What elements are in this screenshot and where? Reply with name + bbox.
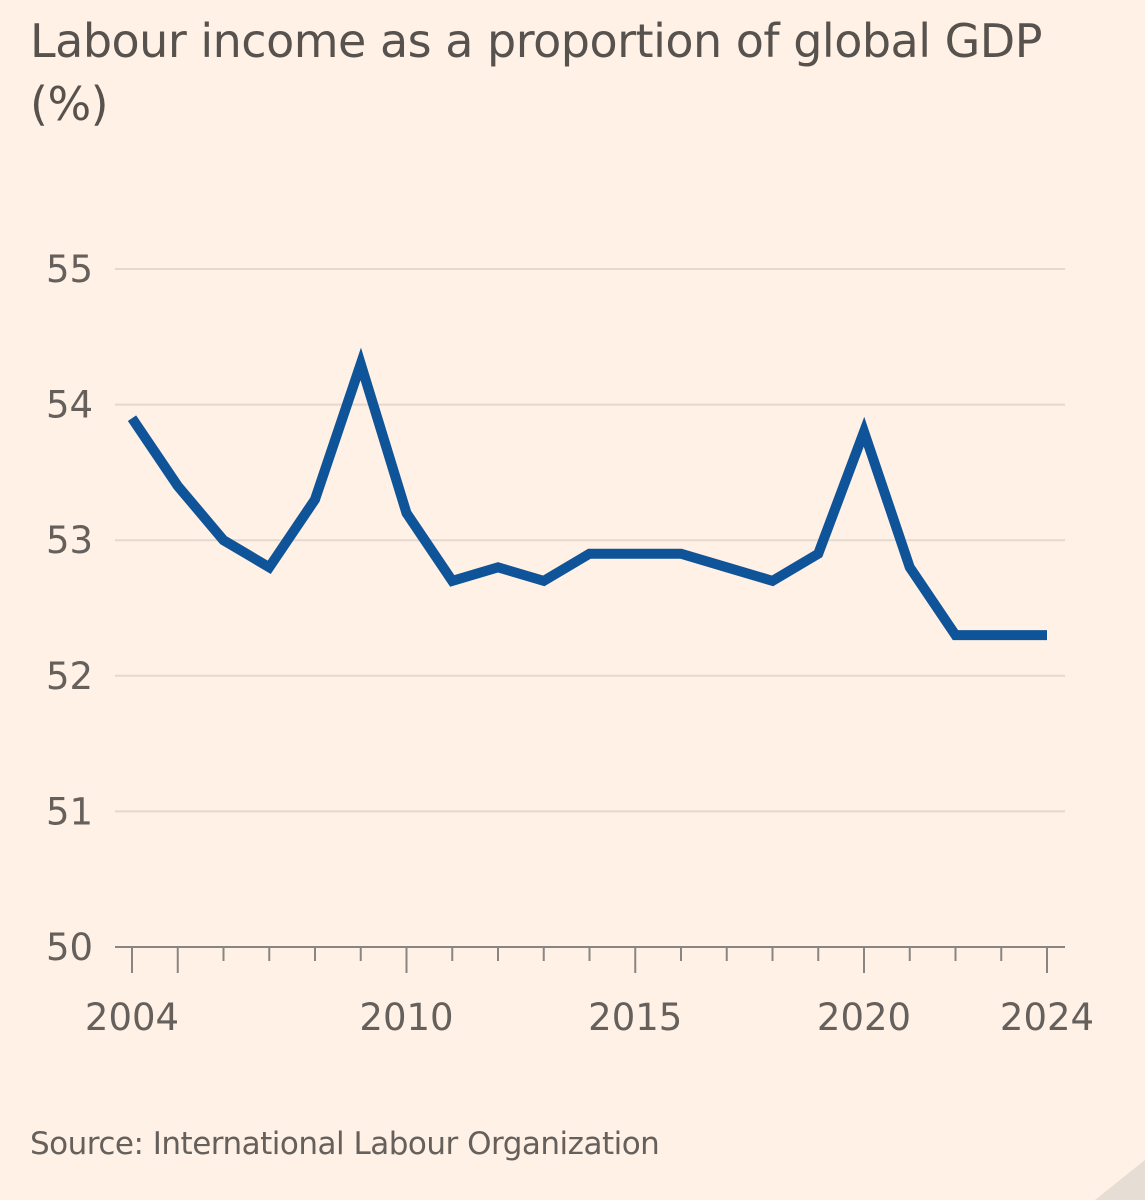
x-tick-label: 2020 (817, 996, 911, 1039)
y-tick-label: 51 (46, 790, 93, 833)
chart-title: Labour income as a proportion of global … (30, 14, 1042, 131)
x-tick-label: 2010 (359, 996, 453, 1039)
x-tick-label: 2015 (588, 996, 682, 1039)
page-curl-decoration (1095, 1160, 1145, 1200)
y-tick-label: 53 (46, 519, 93, 562)
y-tick-label: 54 (46, 384, 93, 427)
x-tick-label: 2024 (1000, 996, 1094, 1039)
series-line (127, 347, 1047, 641)
x-tick-label: 2004 (85, 996, 179, 1039)
y-tick-label: 55 (46, 248, 93, 291)
y-tick-label: 50 (46, 926, 93, 969)
source-note: Source: International Labour Organizatio… (30, 1126, 660, 1162)
y-tick-label: 52 (46, 655, 93, 698)
